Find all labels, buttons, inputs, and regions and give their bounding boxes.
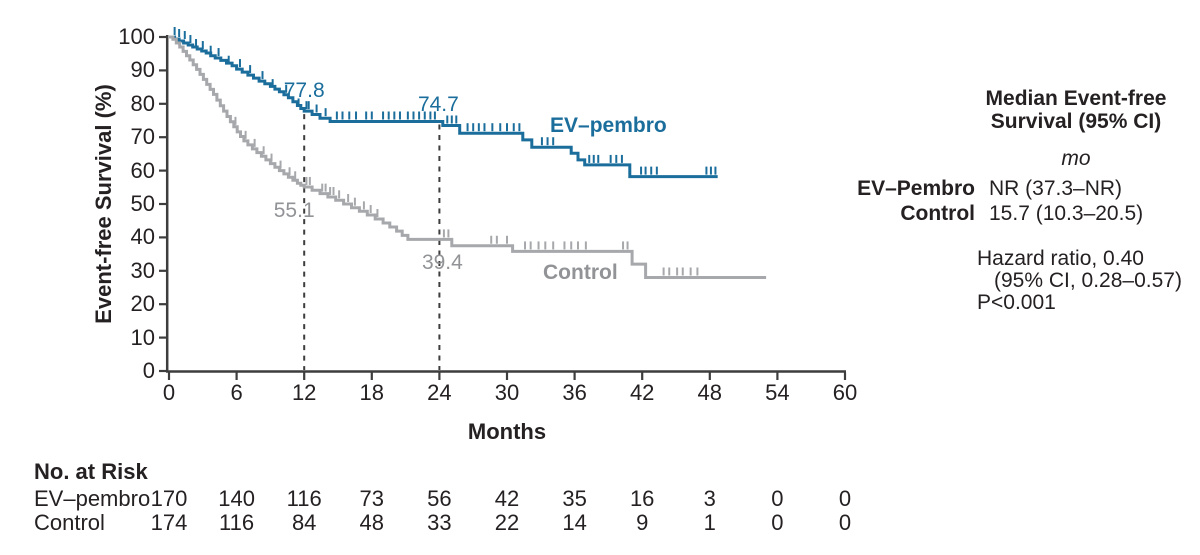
- risk-value: 116: [286, 486, 322, 511]
- stats-panel-header-line1: Median Event-free: [985, 87, 1167, 110]
- risk-value: 3: [703, 486, 716, 511]
- x-tick-label: 12: [291, 380, 317, 405]
- x-tick-label: 30: [494, 380, 520, 405]
- risk-value: 22: [494, 510, 520, 535]
- annotation-55.1: 55.1: [273, 198, 315, 222]
- x-tick-label: 0: [162, 380, 176, 405]
- risk-value: 73: [359, 486, 385, 511]
- risk-value: 33: [427, 510, 452, 535]
- risk-value: 9: [636, 510, 649, 535]
- risk-value: 35: [562, 486, 587, 511]
- stats-row-value-ev-pembro: NR (37.3–NR): [989, 177, 1123, 200]
- x-tick-label: 42: [629, 380, 655, 405]
- y-tick-label: 60: [130, 157, 155, 183]
- stats-panel-header-line2: Survival (95% CI): [990, 110, 1162, 133]
- risk-value: 48: [359, 510, 385, 535]
- survival-curve-ev-pembro: [169, 35, 718, 179]
- y-tick-label: 90: [130, 57, 155, 83]
- risk-value: 140: [218, 486, 255, 511]
- risk-value: 42: [494, 486, 520, 511]
- stats-row-label-ev-pembro: EV–Pembro: [857, 177, 975, 200]
- risk-value: 170: [150, 486, 188, 511]
- risk-row-label-ev-pembro: EV–pembro: [34, 486, 151, 511]
- risk-row-label-control: Control: [34, 510, 105, 535]
- risk-value: 0: [771, 510, 784, 535]
- x-tick-label: 48: [697, 380, 723, 405]
- y-tick-label: 40: [130, 224, 155, 250]
- y-tick-label: 20: [130, 291, 155, 317]
- hazard-ci-text: (95% CI, 0.28–0.57): [994, 269, 1182, 292]
- hazard-ratio-text: Hazard ratio, 0.40: [977, 247, 1144, 270]
- risk-value: 14: [562, 510, 587, 535]
- y-tick-label: 10: [130, 324, 155, 350]
- risk-value: 1: [703, 510, 716, 535]
- risk-value: 0: [838, 510, 852, 535]
- series-label-control: Control: [543, 261, 618, 284]
- risk-value: 0: [771, 486, 784, 511]
- x-tick-label: 24: [427, 380, 452, 405]
- risk-table-title: No. at Risk: [34, 459, 148, 484]
- y-tick-label: 100: [118, 24, 155, 49]
- series-label-ev-pembro: EV–pembro: [550, 114, 667, 137]
- risk-value: 116: [219, 510, 255, 535]
- x-tick-label: 54: [765, 380, 790, 405]
- stats-panel-header: Median Event-free Survival (95% CI): [950, 87, 1200, 133]
- y-tick-label: 80: [130, 90, 155, 116]
- x-tick-label: 18: [359, 380, 385, 405]
- stats-row-label-control: Control: [900, 202, 975, 225]
- x-tick-label: 36: [562, 380, 587, 405]
- stats-row-value-control: 15.7 (10.3–20.5): [989, 202, 1144, 225]
- p-value-text: P<0.001: [977, 291, 1056, 314]
- survival-curve-control: [169, 35, 767, 279]
- risk-value: 16: [629, 486, 655, 511]
- annotation-74.7: 74.7: [417, 92, 459, 116]
- y-tick-label: 30: [130, 257, 155, 283]
- annotation-77.8: 77.8: [283, 79, 325, 103]
- x-axis-title: Months: [467, 419, 547, 444]
- annotation-39.4: 39.4: [421, 251, 463, 275]
- risk-value: 0: [838, 486, 852, 511]
- y-tick-label: 0: [142, 358, 155, 383]
- stats-panel-unit: mo: [1061, 147, 1091, 170]
- x-tick-label: 60: [832, 380, 858, 405]
- risk-value: 174: [150, 510, 188, 535]
- x-tick-label: 6: [230, 380, 243, 405]
- risk-value: 56: [427, 486, 452, 511]
- y-tick-label: 70: [130, 124, 155, 150]
- risk-value: 84: [291, 510, 317, 535]
- y-tick-label: 50: [130, 191, 155, 216]
